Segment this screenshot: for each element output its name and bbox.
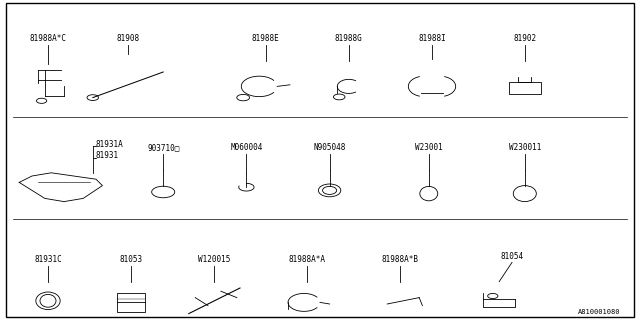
- Text: 81988E: 81988E: [252, 34, 280, 43]
- Text: 81908: 81908: [116, 34, 140, 43]
- Text: W120015: W120015: [198, 255, 230, 264]
- Text: 81931: 81931: [96, 151, 119, 160]
- Text: 81054: 81054: [500, 252, 524, 261]
- Text: 903710□: 903710□: [147, 143, 179, 152]
- Text: W230011: W230011: [509, 143, 541, 152]
- Text: M060004: M060004: [230, 143, 262, 152]
- Text: 81902: 81902: [513, 34, 536, 43]
- Text: 81988A*A: 81988A*A: [289, 255, 326, 264]
- Bar: [117, 293, 145, 312]
- Text: 81988A*B: 81988A*B: [381, 255, 419, 264]
- Text: 81988G: 81988G: [335, 34, 363, 43]
- Text: 81988A*C: 81988A*C: [29, 34, 67, 43]
- Text: 81053: 81053: [120, 255, 143, 264]
- Text: W23001: W23001: [415, 143, 443, 152]
- Bar: [509, 82, 541, 94]
- Text: N905048: N905048: [314, 143, 346, 152]
- Text: 81988I: 81988I: [418, 34, 446, 43]
- Text: A810001080: A810001080: [579, 309, 621, 315]
- Text: 81931C: 81931C: [34, 255, 62, 264]
- Text: 81931A: 81931A: [96, 140, 124, 149]
